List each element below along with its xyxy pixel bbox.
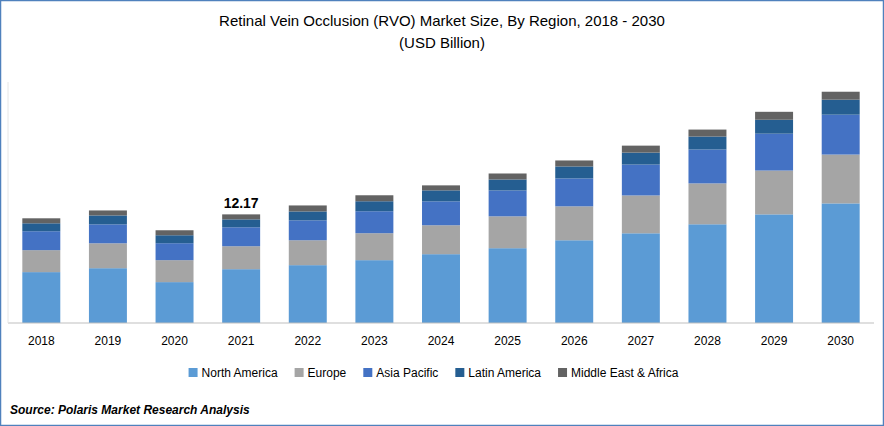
legend-label: North America — [202, 366, 278, 380]
bars — [22, 92, 859, 323]
bar-segment — [22, 250, 60, 272]
bar-segment — [89, 210, 127, 215]
frame — [1, 1, 884, 426]
bar-segment — [755, 214, 793, 323]
bar-segment — [489, 248, 527, 323]
bar-segment — [688, 130, 726, 137]
bar-segment — [156, 230, 194, 235]
bar-segment — [289, 240, 327, 265]
bar-segment — [222, 214, 260, 219]
bar-segment — [222, 219, 260, 227]
bar-segment — [555, 166, 593, 178]
x-tick-label: 2020 — [161, 334, 188, 348]
source: Source: Polaris Market Research Analysis — [10, 403, 250, 417]
bar-segment — [289, 265, 327, 323]
bar-segment — [156, 243, 194, 260]
subtitle: (USD Billion) — [399, 34, 485, 51]
x-tick-label: 2019 — [95, 334, 122, 348]
bar-segment — [289, 205, 327, 211]
bar-segment — [355, 233, 393, 260]
x-tick-label: 2026 — [561, 334, 588, 348]
x-tick-label: 2021 — [228, 334, 255, 348]
bar-segment — [622, 153, 660, 165]
title: Retinal Vein Occlusion (RVO) Market Size… — [219, 12, 665, 29]
bar-segment — [755, 171, 793, 215]
legend-swatch — [189, 368, 198, 377]
bar-segment — [688, 183, 726, 224]
bar-segment — [89, 224, 127, 243]
bar-segment — [688, 224, 726, 323]
bar-segment — [422, 185, 460, 190]
x-tick-label: 2024 — [428, 334, 455, 348]
bar-segment — [89, 268, 127, 323]
bar-segment — [289, 220, 327, 240]
bar-segment — [89, 215, 127, 224]
bar-segment — [355, 260, 393, 323]
legend-label: Europe — [308, 366, 347, 380]
bar-segment — [622, 195, 660, 233]
legend-label: Middle East & Africa — [571, 366, 679, 380]
bar-segment — [555, 160, 593, 166]
bar-segment — [156, 235, 194, 243]
legend-swatch — [558, 368, 567, 377]
bar-segment — [489, 179, 527, 190]
legend-swatch — [363, 368, 372, 377]
legend-swatch — [455, 368, 464, 377]
x-tick-label: 2023 — [361, 334, 388, 348]
bar-segment — [822, 155, 860, 204]
bar-segment — [355, 195, 393, 201]
bar-segment — [355, 211, 393, 233]
x-tick-label: 2030 — [827, 334, 854, 348]
bar-segment — [555, 206, 593, 240]
bar-segment — [622, 165, 660, 196]
bar-segment — [422, 225, 460, 254]
bar-segment — [22, 223, 60, 231]
x-tick-label: 2018 — [28, 334, 55, 348]
legend: North America Europe Asia Pacific Latin Ame… — [189, 366, 679, 380]
bar-segment — [355, 201, 393, 211]
bar-segment — [222, 246, 260, 269]
bar-segment — [622, 146, 660, 153]
bar-segment — [822, 92, 860, 100]
bar-segment — [289, 211, 327, 220]
bar-segment — [156, 282, 194, 323]
bar-segment — [489, 190, 527, 216]
legend-label: Asia Pacific — [376, 366, 438, 380]
bar-segment — [688, 137, 726, 150]
x-tick-label: 2028 — [694, 334, 721, 348]
x-axis — [8, 323, 874, 324]
bar-segment — [755, 112, 793, 120]
bar-segment — [822, 100, 860, 115]
bar-segment — [489, 216, 527, 248]
bar-segment — [89, 243, 127, 268]
bar-segment — [22, 218, 60, 223]
bar-segment — [555, 240, 593, 323]
bar-segment — [822, 115, 860, 155]
x-tick-label: 2025 — [494, 334, 521, 348]
x-tick-label: 2027 — [627, 334, 654, 348]
chart: Retinal Vein Occlusion (RVO) Market Size… — [0, 0, 884, 426]
bar-segment — [755, 120, 793, 134]
bar-segment — [422, 190, 460, 201]
y-axis — [8, 82, 9, 323]
bar-segment — [22, 231, 60, 250]
legend-swatch — [295, 368, 304, 377]
bar-segment — [755, 134, 793, 171]
bar-segment — [555, 178, 593, 206]
bar-segment — [489, 173, 527, 179]
bar-segment — [622, 233, 660, 323]
legend-label: Latin America — [468, 366, 541, 380]
bar-segment — [822, 203, 860, 323]
x-tick-label: 2022 — [294, 334, 321, 348]
bar-segment — [422, 254, 460, 323]
x-tick-label: 2029 — [761, 334, 788, 348]
bar-segment — [422, 201, 460, 225]
bar-segment — [222, 269, 260, 323]
bar-segment — [22, 272, 60, 323]
bar-segment — [156, 260, 194, 282]
bar-segment — [688, 149, 726, 183]
annotation: 12.17 — [224, 195, 259, 211]
bar-segment — [222, 227, 260, 246]
